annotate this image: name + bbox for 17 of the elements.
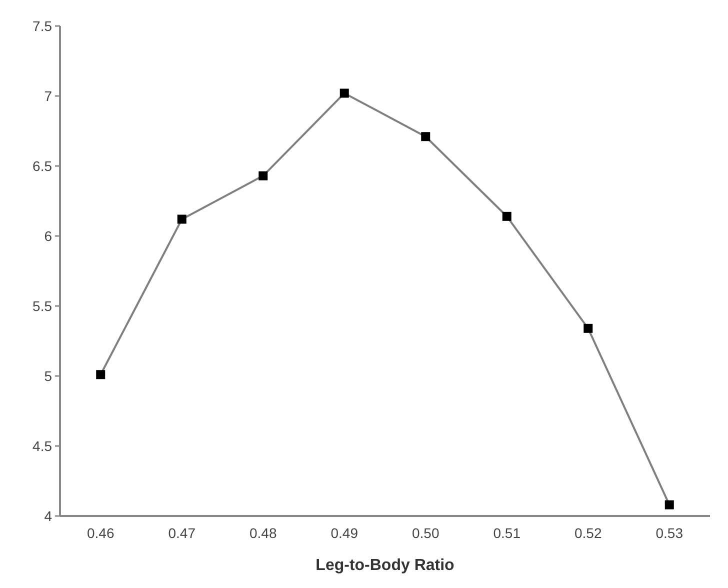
y-tick-label: 7.5 [32,18,52,34]
y-tick-label: 7 [44,88,52,104]
x-tick-label: 0.52 [574,525,602,541]
x-tick-label: 0.53 [656,525,684,541]
x-tick-label: 0.50 [412,525,440,541]
x-tick-label: 0.47 [168,525,196,541]
y-tick-label: 5 [44,368,52,384]
x-axis-title: Leg-to-Body Ratio [316,557,455,574]
x-tick-label: 0.51 [493,525,521,541]
y-tick-label: 4.5 [32,438,52,454]
x-tick-label: 0.48 [250,525,277,541]
x-tick-label: 0.49 [330,525,358,541]
x-tick-label: 0.46 [87,525,114,541]
y-tick-label: 6 [44,228,52,244]
y-tick-label: 4 [44,508,52,524]
y-tick-label: 5.5 [32,298,52,314]
y-tick-label: 6.5 [32,158,52,174]
